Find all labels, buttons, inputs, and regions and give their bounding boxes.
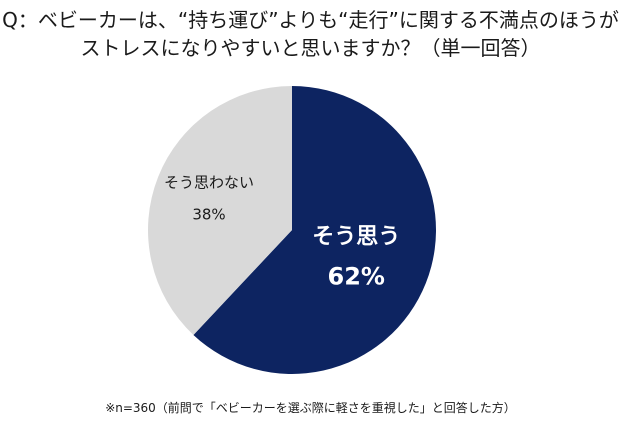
slice-label-2: そう思わない [164, 174, 254, 192]
slice-value-2: 38% [192, 206, 225, 224]
pie-slice-1 [193, 86, 436, 375]
question-line-2: ストレスになりやすいと思いますか？（単一回答） [80, 36, 541, 60]
slice-label-1: そう思う [312, 224, 400, 249]
question-title: Q：ベビーカーは、“持ち運び”よりも“走行”に関する不満点のほうが ストレスにな… [0, 6, 621, 62]
pie-slice-2 [148, 86, 292, 335]
slice-value-1: 62% [328, 262, 385, 290]
footnote: ※n=360（前問で「ベビーカーを選ぶ際に軽さを重視した」と回答した方） [105, 401, 516, 415]
question-line-1: Q：ベビーカーは、“持ち運び”よりも“走行”に関する不満点のほうが [2, 8, 619, 32]
